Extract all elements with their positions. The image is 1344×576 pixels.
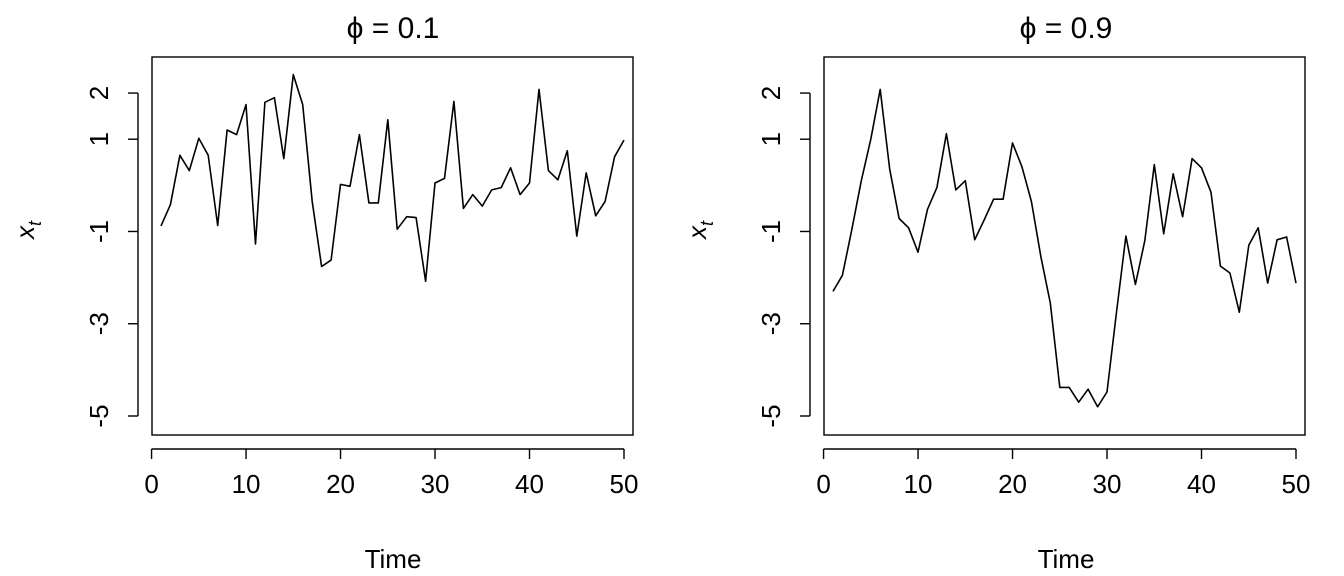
x-tick-label: 20: [998, 469, 1027, 499]
x-tick-label: 40: [515, 469, 544, 499]
y-tick-label: 1: [84, 132, 114, 146]
plot-frame: [151, 56, 634, 436]
y-tick-label: -3: [756, 312, 786, 335]
x-tick-label: 50: [610, 469, 639, 499]
x-axis-label: Time: [1038, 544, 1095, 574]
y-tick-label: 1: [756, 132, 786, 146]
x-tick-label: 10: [904, 469, 933, 499]
series-line: [160, 73, 625, 283]
y-axis-label: xt: [682, 220, 717, 241]
x-tick-label: 30: [1093, 469, 1122, 499]
plot-frame: [823, 56, 1306, 436]
chart-panel-phi-0-1: ϕ = 0.1 Time xt 0 10 20 30 40 50 -5 -3 -1 1 2: [10, 12, 638, 574]
y-axis-label-main: x: [10, 225, 40, 241]
chart-panel-phi-0-9: ϕ = 0.9 Time xt 0 10 20 30 40 50 -5 -3 -1 1 2: [682, 12, 1310, 574]
x-tick-label: 0: [816, 469, 830, 499]
x-tick-label: 30: [421, 469, 450, 499]
panel-title: ϕ = 0.9: [1020, 12, 1113, 45]
y-axis-label-main: x: [682, 225, 712, 241]
x-tick-label: 50: [1282, 469, 1311, 499]
panel-title: ϕ = 0.1: [347, 12, 440, 45]
y-tick-label: -5: [756, 404, 786, 427]
y-axis-label: xt: [10, 220, 45, 241]
y-tick-label: -3: [84, 312, 114, 335]
y-tick-label: -1: [84, 220, 114, 243]
y-tick-label: -1: [756, 220, 786, 243]
x-axis-label: Time: [365, 544, 422, 574]
y-axis-label-subscript: t: [697, 220, 717, 226]
y-axis-label-subscript: t: [25, 220, 45, 226]
x-tick-label: 0: [144, 469, 158, 499]
y-tick-label: 2: [84, 86, 114, 100]
y-tick-label: -5: [84, 404, 114, 427]
x-tick-label: 20: [326, 469, 355, 499]
x-tick-label: 10: [232, 469, 261, 499]
series-line: [832, 88, 1297, 408]
x-tick-label: 40: [1187, 469, 1216, 499]
y-tick-label: 2: [756, 86, 786, 100]
